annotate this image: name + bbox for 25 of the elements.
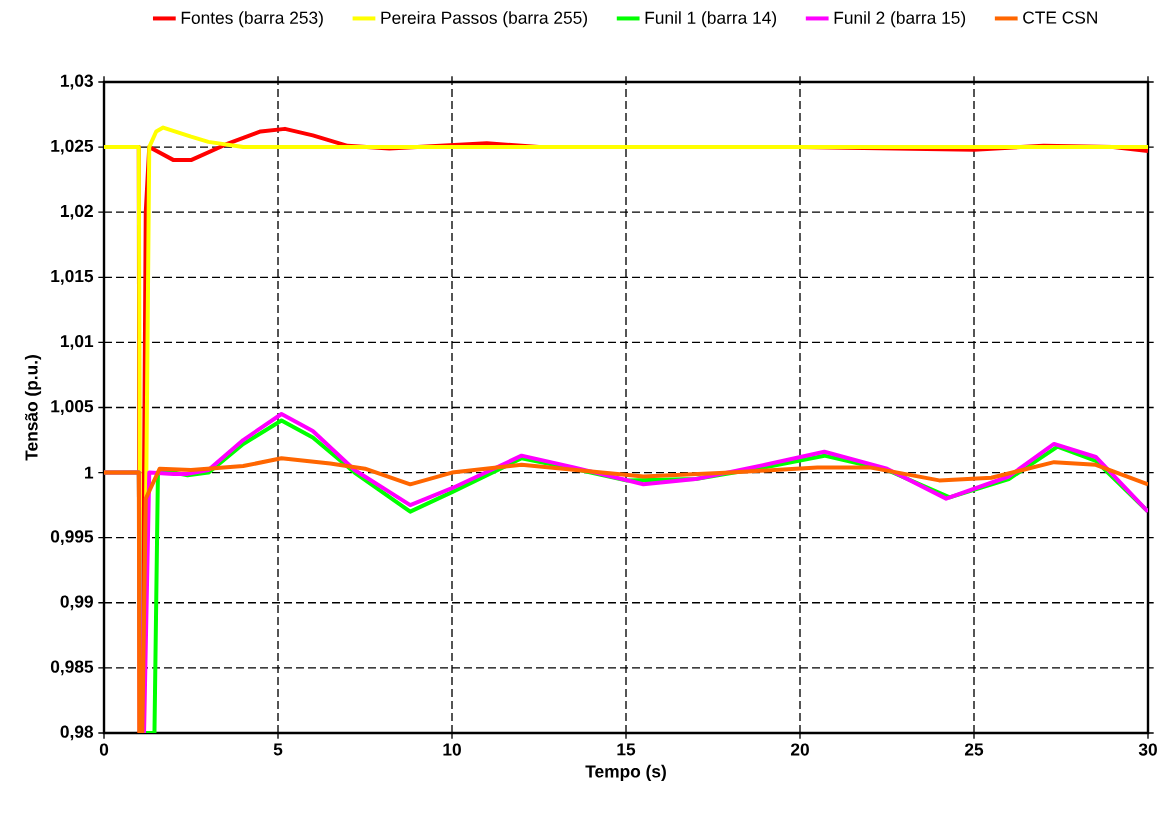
legend-label: Funil 1 (barra 14) [645, 11, 777, 28]
x-tick-label: 10 [443, 743, 461, 756]
x-tick-label: 30 [1138, 743, 1157, 756]
y-tick-label: 1,015 [51, 269, 94, 285]
y-tick-label: 1 [85, 466, 94, 479]
y-axis-title: Tensão (p.u.) [24, 355, 42, 461]
x-axis-title: Tempo (s) [585, 764, 666, 781]
legend-label: Funil 2 (barra 15) [834, 11, 966, 28]
y-tick-label: 0,99 [60, 595, 93, 611]
x-tick-label: 25 [964, 743, 984, 756]
y-tick-label: 1,02 [60, 204, 93, 220]
y-tick-label: 0,985 [50, 660, 94, 676]
x-tick-label: 5 [273, 743, 283, 756]
legend-label: Pereira Passos (barra 255) [381, 11, 588, 28]
legend-label: Fontes (barra 253) [181, 11, 323, 28]
y-tick-label: 1,025 [51, 139, 94, 155]
y-tick-label: 0,98 [60, 725, 94, 741]
x-tick-label: 0 [99, 743, 109, 756]
legend-label: CTE CSN [1023, 11, 1097, 24]
x-tick-label: 20 [790, 743, 809, 756]
y-tick-label: 1,03 [60, 74, 93, 90]
y-tick-label: 1,01 [60, 334, 94, 350]
x-tick-label: 15 [617, 743, 636, 756]
y-tick-label: 1,005 [51, 400, 94, 415]
y-tick-label: 0,995 [50, 530, 94, 546]
